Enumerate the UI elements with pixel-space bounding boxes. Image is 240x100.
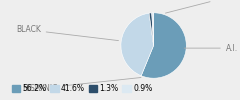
Text: WHITE: WHITE	[165, 0, 240, 13]
Text: BLACK: BLACK	[16, 25, 119, 41]
Wedge shape	[149, 13, 154, 46]
Wedge shape	[152, 13, 154, 46]
Text: A.I.: A.I.	[184, 44, 238, 53]
Wedge shape	[141, 13, 186, 78]
Legend: 56.2%, 41.6%, 1.3%, 0.9%: 56.2%, 41.6%, 1.3%, 0.9%	[9, 81, 155, 96]
Wedge shape	[121, 13, 154, 76]
Text: HISPANIC: HISPANIC	[22, 78, 141, 93]
